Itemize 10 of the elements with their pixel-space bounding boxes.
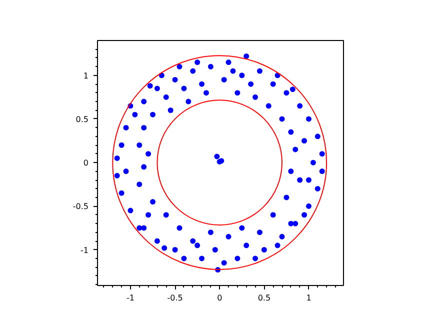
x-tick-label: -1 [126,294,134,302]
y-tick-label: 0 [83,158,89,168]
x-tick-label: 1 [306,294,312,302]
x-tick-label: 0.5 [258,294,271,302]
y-tick-label: 1 [83,71,89,80]
x-tick-label: -0.5 [167,294,183,302]
x-tick-label: 0 [217,294,222,302]
y-tick-label: 0.5 [76,114,89,124]
y-tick-label: -0.5 [72,202,88,212]
y-tick-label: -1 [80,246,89,255]
